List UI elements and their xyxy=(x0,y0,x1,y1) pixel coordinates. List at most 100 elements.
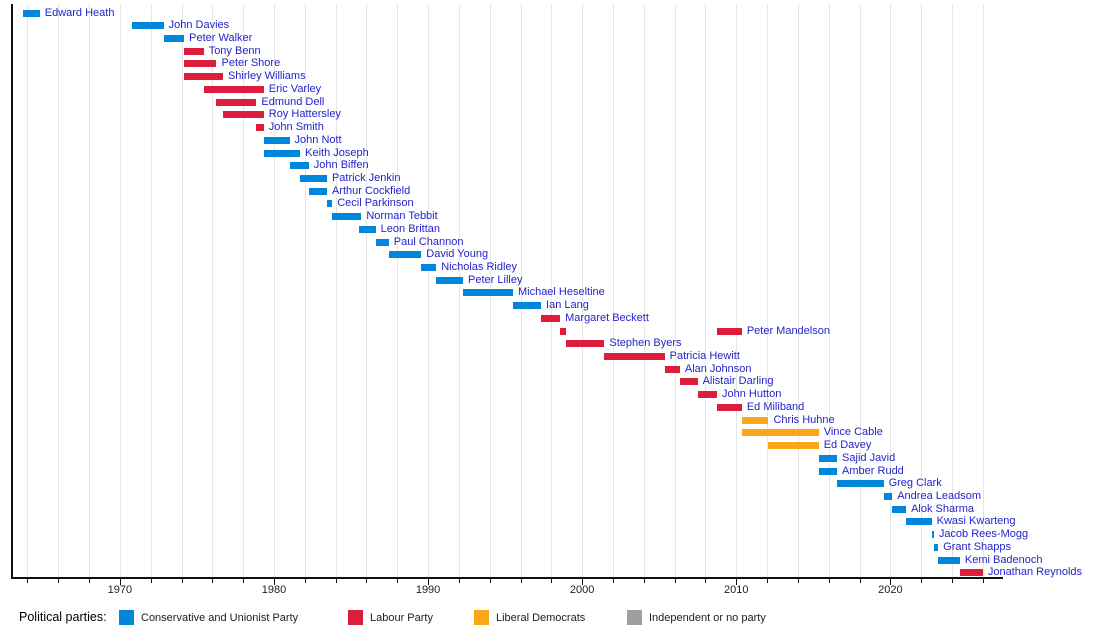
person-label[interactable]: Greg Clark xyxy=(888,477,942,490)
person-label[interactable]: Sajid Javid xyxy=(842,451,896,464)
person-label[interactable]: Shirley Williams xyxy=(227,70,306,83)
axis-minor-tick xyxy=(551,579,553,583)
person-label[interactable]: John Hutton xyxy=(722,388,782,401)
timeline-bar xyxy=(604,353,665,361)
person-label[interactable]: Stephen Byers xyxy=(609,337,682,350)
person-label[interactable]: John Davies xyxy=(168,19,230,32)
axis-minor-tick xyxy=(27,579,29,583)
person-label[interactable]: John Biffen xyxy=(313,159,369,172)
person-label[interactable]: Ed Davey xyxy=(823,439,872,452)
person-label[interactable]: Alan Johnson xyxy=(684,362,752,375)
person-label[interactable]: Nicholas Ridley xyxy=(441,261,518,273)
person-label[interactable]: Andrea Leadsom xyxy=(897,489,981,502)
timeline-bar xyxy=(741,429,819,437)
gridline xyxy=(212,4,214,577)
person-label[interactable]: Michael Heseltine xyxy=(517,286,605,299)
timeline-bar xyxy=(22,9,40,17)
person-label[interactable]: Eric Varley xyxy=(268,82,322,95)
person-label[interactable]: John Smith xyxy=(268,121,324,134)
person-label[interactable]: Patrick Jenkin xyxy=(331,171,401,184)
person-label[interactable]: Jonathan Reynolds xyxy=(987,566,1083,579)
timeline-bar xyxy=(697,391,717,399)
gridline xyxy=(335,4,337,577)
person-label[interactable]: Ian Lang xyxy=(546,299,589,312)
legend-label-lab: Labour Party xyxy=(370,612,433,624)
timeline-bar xyxy=(931,531,934,539)
legend-title: Political parties: xyxy=(19,610,107,624)
gridline xyxy=(458,4,460,577)
person-label[interactable]: Alistair Darling xyxy=(702,375,774,388)
person-label[interactable]: Peter Lilley xyxy=(468,273,523,286)
person-label[interactable]: Vince Cable xyxy=(823,426,883,439)
axis-minor-tick xyxy=(304,579,306,583)
legend-label-ld: Liberal Democrats xyxy=(496,612,586,624)
person-label[interactable]: Roy Hattersley xyxy=(268,108,341,121)
person-label[interactable]: Tony Benn xyxy=(208,44,261,57)
gridline xyxy=(119,4,121,577)
axis-major-tick xyxy=(890,579,892,585)
person-label[interactable]: Kwasi Kwarteng xyxy=(936,515,1016,528)
gridline xyxy=(582,4,584,577)
person-label[interactable]: Patricia Hewitt xyxy=(669,350,740,363)
person-label[interactable]: Peter Shore xyxy=(221,57,281,70)
x-axis-line xyxy=(11,577,1003,579)
person-label[interactable]: Grant Shapps xyxy=(943,540,1012,553)
axis-minor-tick xyxy=(674,579,676,583)
person-label[interactable]: Edmund Dell xyxy=(261,95,325,108)
timeline-bar xyxy=(906,518,932,526)
timeline-bar xyxy=(289,162,309,170)
timeline-bar xyxy=(717,327,742,335)
timeline-bar xyxy=(512,302,541,310)
person-label[interactable]: David Young xyxy=(426,248,489,261)
person-label[interactable]: Alok Sharma xyxy=(911,502,975,515)
timeline-bar xyxy=(741,416,769,424)
timeline-bar xyxy=(463,289,513,297)
gridline xyxy=(366,4,368,577)
axis-minor-tick xyxy=(58,579,60,583)
person-label[interactable]: Cecil Parkinson xyxy=(337,197,414,210)
person-label[interactable]: Paul Channon xyxy=(393,235,464,248)
timeline-bar xyxy=(664,365,680,373)
person-label[interactable]: Amber Rudd xyxy=(842,464,904,477)
gridline xyxy=(828,4,830,577)
legend-swatch-con xyxy=(119,610,134,625)
axis-major-tick xyxy=(428,579,430,585)
axis-tick-label: 2010 xyxy=(724,584,749,596)
person-label[interactable]: Ed Miliband xyxy=(746,400,805,413)
axis-minor-tick xyxy=(397,579,399,583)
gridline xyxy=(736,4,738,577)
person-label[interactable]: John Nott xyxy=(294,133,342,146)
gridline xyxy=(921,4,923,577)
timeline-bar xyxy=(263,136,290,144)
person-label[interactable]: Norman Tebbit xyxy=(366,210,438,223)
timeline-bar xyxy=(837,480,884,488)
timeline-bar xyxy=(679,378,698,386)
axis-major-tick xyxy=(119,579,121,585)
gridline xyxy=(767,4,769,577)
legend-label-ind: Independent or no party xyxy=(649,612,766,624)
person-label[interactable]: Arthur Cockfield xyxy=(331,184,411,197)
timeline-bar xyxy=(566,340,605,348)
axis-minor-tick xyxy=(212,579,214,583)
person-label[interactable]: Peter Walker xyxy=(189,32,253,45)
axis-minor-tick xyxy=(612,579,614,583)
person-label[interactable]: Chris Huhne xyxy=(773,413,835,426)
timeline-bar xyxy=(560,327,567,335)
axis-major-tick xyxy=(582,579,584,585)
timeline-bar xyxy=(959,569,983,577)
person-label[interactable]: Jacob Rees-Mogg xyxy=(938,528,1029,541)
person-label[interactable]: Edward Heath xyxy=(44,6,115,19)
timeline-bar xyxy=(326,200,333,208)
person-label[interactable]: Leon Brittan xyxy=(380,222,440,235)
person-label[interactable]: Margaret Beckett xyxy=(565,311,649,324)
timeline-bar xyxy=(203,85,264,93)
person-label[interactable]: Peter Mandelson xyxy=(746,324,830,337)
person-label[interactable]: Kemi Badenoch xyxy=(964,553,1043,566)
axis-minor-tick xyxy=(643,579,645,583)
timeline-bar xyxy=(132,22,164,30)
timeline-bar xyxy=(332,213,362,221)
timeline-bar xyxy=(818,467,838,475)
timeline-bar xyxy=(308,187,327,195)
axis-minor-tick xyxy=(458,579,460,583)
person-label[interactable]: Keith Joseph xyxy=(305,146,369,159)
